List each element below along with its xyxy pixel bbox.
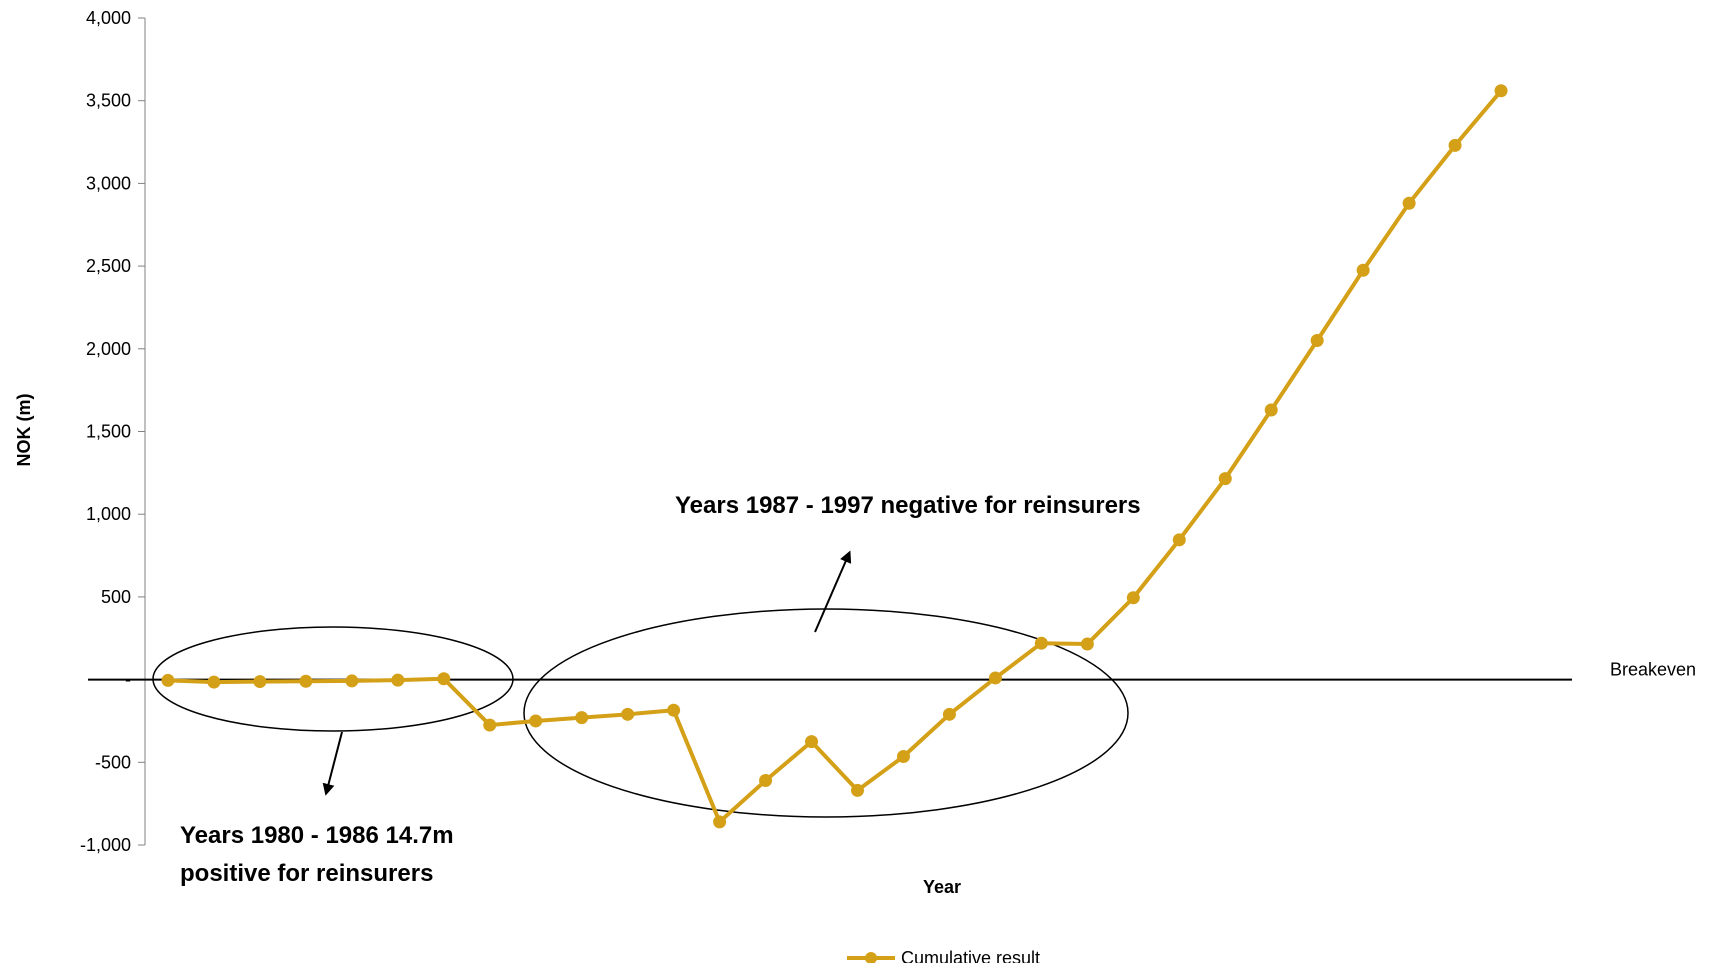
data-point — [1310, 334, 1324, 348]
data-point — [805, 735, 819, 749]
data-point — [299, 674, 313, 688]
data-point — [529, 714, 543, 728]
legend-label: Cumulative result — [901, 948, 1040, 963]
data-point — [345, 674, 359, 688]
data-point — [713, 815, 727, 829]
data-point — [1448, 138, 1462, 152]
data-point — [1034, 636, 1048, 650]
data-point — [988, 671, 1002, 685]
negative-period-arrow — [814, 550, 852, 633]
positive-period-ellipse — [152, 626, 514, 732]
legend[interactable]: Cumulative result — [847, 948, 1040, 963]
data-point — [759, 773, 773, 787]
y-tick-label: 4,000 — [86, 8, 131, 28]
y-axis-title: NOK (m) — [14, 394, 34, 467]
data-point — [483, 718, 497, 732]
positive-period-arrow — [322, 731, 343, 796]
y-tick-label: 1,500 — [86, 422, 131, 442]
y-tick-label: 500 — [101, 587, 131, 607]
data-point — [1126, 591, 1140, 605]
y-tick-label: 2,000 — [86, 339, 131, 359]
data-point — [942, 707, 956, 721]
series-points — [161, 84, 1508, 829]
data-point — [207, 675, 221, 689]
data-point — [1080, 637, 1094, 651]
annotation-positive-years-line2: positive for reinsurers — [180, 860, 433, 887]
data-point — [896, 750, 910, 764]
data-point — [1494, 84, 1508, 98]
data-point — [1172, 533, 1186, 547]
data-point — [1218, 472, 1232, 486]
x-axis-title: Year — [923, 877, 961, 897]
series-line — [167, 89, 1503, 824]
y-axis-ticks: 4,0003,5003,0002,5002,0001,5001,000500--… — [80, 8, 145, 855]
y-tick-label: 1,000 — [86, 504, 131, 524]
breakeven-label: Breakeven — [1610, 660, 1696, 680]
annotation-negative-years: Years 1987 - 1997 negative for reinsurer… — [675, 492, 1141, 519]
data-point — [851, 783, 864, 797]
legend-swatch-marker — [865, 952, 877, 963]
data-point — [667, 703, 681, 717]
y-tick-label: 2,500 — [86, 256, 131, 276]
data-point — [575, 711, 589, 725]
y-tick-label: -1,000 — [80, 835, 131, 855]
y-tick-label: 3,000 — [86, 173, 131, 193]
data-point — [1264, 403, 1278, 417]
data-point — [1356, 263, 1370, 277]
data-point — [437, 672, 451, 686]
series-cumulative-result — [161, 84, 1508, 829]
data-point — [391, 673, 405, 687]
data-point — [161, 673, 175, 687]
annotation-positive-years-line1: Years 1980 - 1986 14.7m — [180, 822, 454, 849]
data-point — [1402, 196, 1416, 210]
y-tick-label: 3,500 — [86, 91, 131, 111]
data-point — [253, 675, 267, 689]
y-tick-label: -500 — [95, 752, 131, 772]
data-point — [621, 707, 635, 721]
